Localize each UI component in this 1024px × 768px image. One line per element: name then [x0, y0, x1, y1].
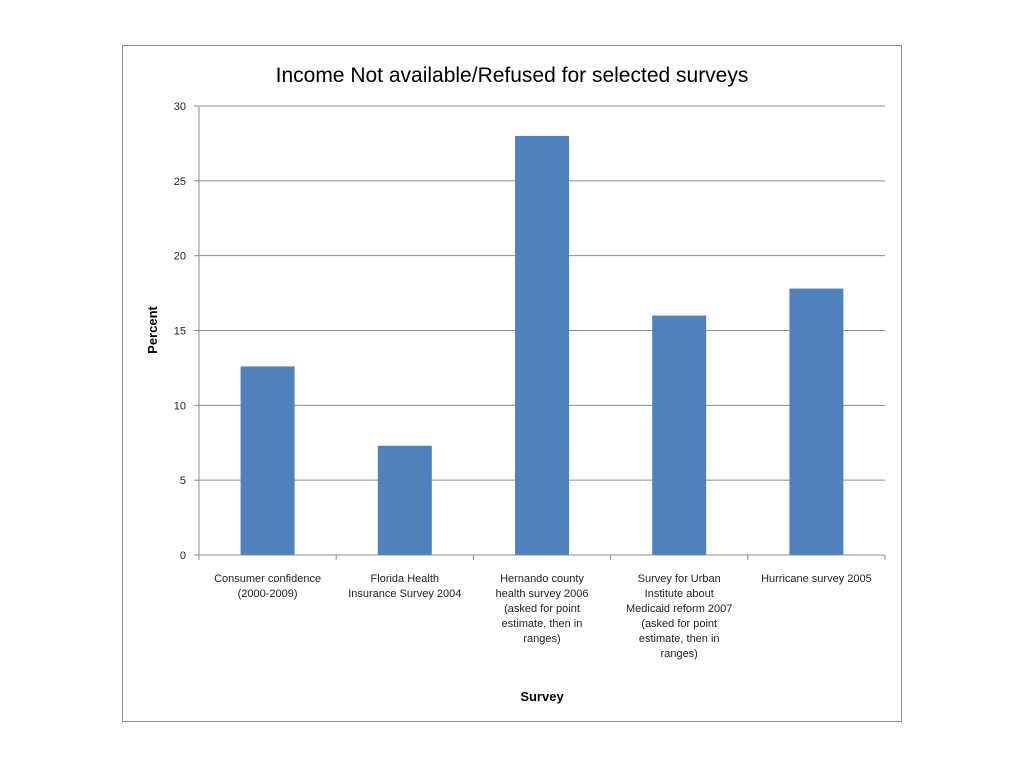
y-tick-label: 10	[174, 400, 186, 412]
axes	[198, 106, 886, 560]
x-category-label-line: Medicaid reform 2007	[626, 603, 732, 615]
x-category-label: Consumer confidence (2000-2009)	[214, 573, 321, 600]
x-category-label-line: Florida Health	[371, 573, 439, 585]
chart-frame: Income Not available/Refused for selecte…	[122, 45, 902, 722]
x-category-label-line: estimate, then in	[639, 633, 720, 645]
bar-chart: Income Not available/Refused for selecte…	[145, 64, 886, 704]
y-tick-labels: 0 5 10 15 20 25 30	[174, 101, 186, 562]
x-category-label-line: Institute about	[645, 588, 714, 600]
y-tick-label: 0	[180, 550, 186, 562]
bar	[515, 135, 569, 555]
y-axis-label: Percent	[145, 305, 160, 353]
x-category-labels: Consumer confidence (2000-2009) Florida He…	[214, 573, 872, 660]
x-category-label-line: Insurance Survey 2004	[348, 588, 461, 600]
x-category-label-line: Hernando county	[500, 573, 584, 585]
bar	[377, 445, 432, 555]
bar	[789, 288, 844, 555]
y-tick-label: 20	[174, 251, 186, 263]
x-axis-label: Survey	[520, 689, 564, 704]
bar	[240, 366, 295, 555]
x-category-label: Hurricane survey 2005	[761, 573, 872, 585]
x-category-label: Survey for Urban Institute about Medicaid …	[626, 573, 732, 660]
y-tick-label: 30	[174, 101, 186, 113]
x-category-label-line: ranges)	[523, 633, 560, 645]
x-category-label-line: Survey for Urban	[638, 573, 721, 585]
x-category-label-line: health survey 2006	[496, 588, 589, 600]
bars	[240, 135, 844, 555]
x-category-label: Florida Health Insurance Survey 2004	[348, 573, 461, 600]
x-category-label-line: ranges)	[661, 648, 698, 660]
x-category-label-line: estimate, then in	[502, 618, 583, 630]
x-category-label: Hernando county health survey 2006 (asked …	[496, 573, 589, 645]
y-tick-label: 25	[174, 176, 186, 188]
y-tick-label: 5	[180, 475, 186, 487]
bar	[652, 315, 707, 555]
x-category-label-line: (2000-2009)	[238, 588, 298, 600]
chart-title: Income Not available/Refused for selecte…	[276, 64, 749, 87]
x-category-label-line: (asked for point	[504, 603, 580, 615]
x-category-label-line: Consumer confidence	[214, 573, 321, 585]
x-category-label-line: Hurricane survey 2005	[761, 573, 872, 585]
y-tick-label: 15	[174, 326, 186, 338]
x-category-label-line: (asked for point	[641, 618, 717, 630]
